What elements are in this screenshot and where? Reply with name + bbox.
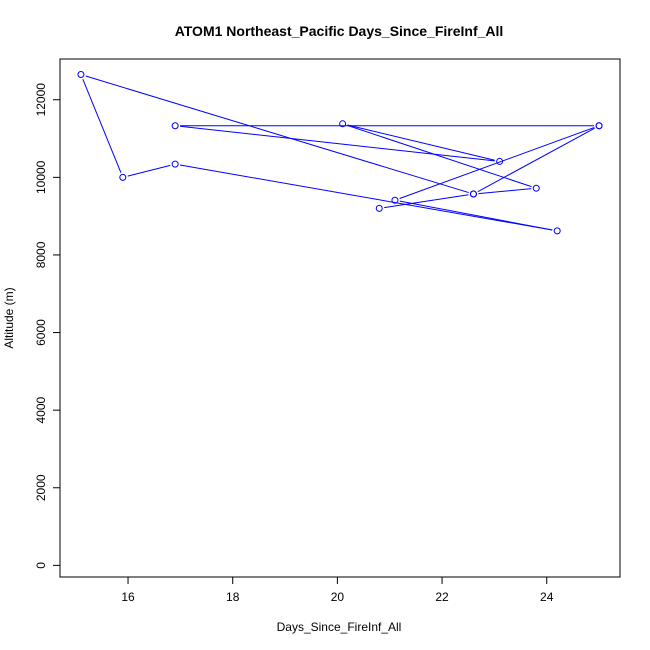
y-tick-label: 2000 <box>34 474 48 501</box>
series-segment <box>347 124 495 161</box>
series-segment <box>127 164 171 177</box>
data-point <box>77 71 85 79</box>
series-segment <box>478 188 532 195</box>
data-point <box>553 227 561 235</box>
x-axis: 16 18 20 22 24 <box>121 576 554 604</box>
data-point <box>375 204 383 212</box>
series-layer <box>77 71 603 235</box>
y-axis: 0 2000 4000 6000 8000 10000 12000 <box>34 83 61 569</box>
data-point <box>339 120 347 128</box>
y-tick-label: 12000 <box>34 83 48 117</box>
data-point <box>469 190 477 198</box>
chart-title: ATOM1 Northeast_Pacific Days_Since_FireI… <box>175 23 504 39</box>
x-tick-label: 16 <box>121 590 135 604</box>
x-axis-label: Days_Since_FireInf_All <box>277 620 402 634</box>
x-tick-label: 20 <box>331 590 345 604</box>
y-axis-label: Altitude (m) <box>2 287 16 348</box>
series-segment <box>347 124 532 188</box>
x-tick-label: 18 <box>226 590 240 604</box>
x-tick-label: 22 <box>435 590 449 604</box>
y-tick-label: 8000 <box>34 241 48 268</box>
data-point <box>171 122 179 130</box>
data-point <box>119 173 127 181</box>
x-tick-label: 24 <box>540 590 554 604</box>
data-point <box>532 184 540 192</box>
plot-frame <box>59 58 621 578</box>
series-segment <box>384 194 469 209</box>
y-tick-label: 0 <box>34 562 48 569</box>
y-tick-label: 4000 <box>34 396 48 423</box>
data-point <box>391 196 399 204</box>
y-tick-label: 6000 <box>34 319 48 346</box>
series-segment <box>477 127 595 193</box>
series-segment <box>85 75 469 194</box>
y-tick-label: 10000 <box>34 160 48 194</box>
data-point <box>496 157 504 165</box>
series-segment <box>180 125 495 162</box>
data-point <box>171 160 179 168</box>
data-point <box>595 122 603 130</box>
series-segment <box>82 78 122 173</box>
series-segment <box>179 164 553 231</box>
